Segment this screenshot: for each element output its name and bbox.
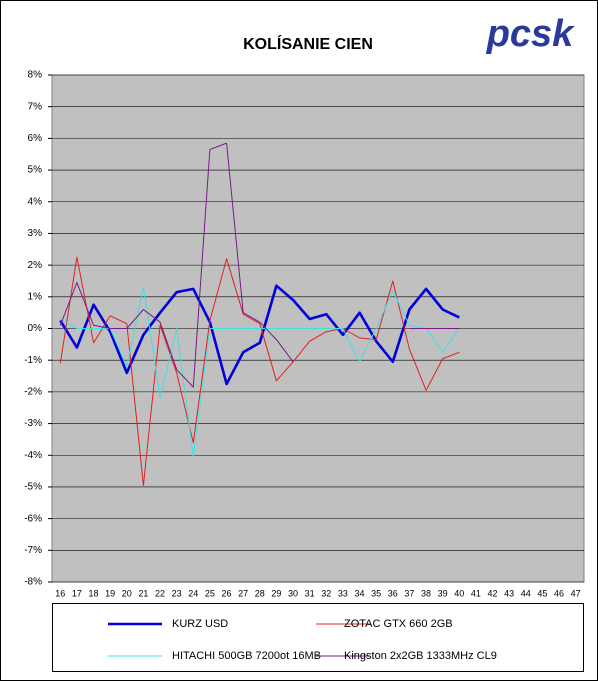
y-tick-label: 1% [28, 291, 43, 302]
x-tick-label: 22 [155, 588, 165, 598]
x-tick-label: 36 [388, 588, 398, 598]
x-tick-label: 16 [55, 588, 65, 598]
x-tick-label: 17 [72, 588, 82, 598]
x-tick-label: 31 [305, 588, 315, 598]
x-tick-label: 44 [521, 588, 531, 598]
x-tick-label: 33 [338, 588, 348, 598]
y-tick-label: 6% [28, 133, 43, 144]
y-tick-label: -2% [24, 387, 42, 398]
y-tick-label: -8% [24, 577, 42, 588]
x-tick-label: 35 [371, 588, 381, 598]
y-tick-label: 2% [28, 260, 43, 271]
x-tick-label: 47 [571, 588, 581, 598]
series-line [59, 256, 460, 486]
legend-label: ZOTAC GTX 660 2GB [344, 618, 453, 630]
y-tick-label: -3% [24, 418, 42, 429]
series-line [59, 142, 460, 388]
legend-label: HITACHI 500GB 7200ot 16MB [172, 650, 321, 662]
x-tick-label: 30 [288, 588, 298, 598]
x-tick-label: 40 [454, 588, 464, 598]
y-tick-label: 8% [28, 70, 43, 81]
x-tick-label: 43 [504, 588, 514, 598]
x-tick-label: 37 [404, 588, 414, 598]
series-line [60, 286, 460, 458]
y-tick-label: -5% [24, 482, 42, 493]
chart-title: KOLÍSANIE CIEN [243, 34, 373, 53]
y-tick-label: 5% [28, 165, 43, 176]
legend-box [52, 603, 584, 672]
x-tick-label: 28 [255, 588, 265, 598]
x-tick-label: 42 [488, 588, 498, 598]
x-tick-label: 21 [138, 588, 148, 598]
y-tick-label: -1% [24, 355, 42, 366]
x-tick-label: 41 [471, 588, 481, 598]
x-tick-label: 45 [537, 588, 547, 598]
legend-label: KURZ USD [172, 618, 228, 630]
y-tick-label: -4% [24, 450, 42, 461]
x-tick-label: 46 [554, 588, 564, 598]
y-tick-label: 7% [28, 101, 43, 112]
legend-label: Kingston 2x2GB 1333MHz CL9 [344, 650, 497, 662]
y-tick-label: -7% [24, 545, 42, 556]
y-tick-label: 4% [28, 196, 43, 207]
x-tick-label: 26 [222, 588, 232, 598]
x-tick-label: 24 [188, 588, 198, 598]
x-tick-label: 18 [89, 588, 99, 598]
x-tick-label: 19 [105, 588, 115, 598]
y-tick-label: 0% [28, 323, 43, 334]
logo: pcsk [486, 13, 575, 55]
x-tick-label: 32 [321, 588, 331, 598]
x-tick-label: 29 [271, 588, 281, 598]
y-tick-label: 3% [28, 228, 43, 239]
x-tick-label: 25 [205, 588, 215, 598]
y-tick-label: -6% [24, 513, 42, 524]
x-tick-label: 38 [421, 588, 431, 598]
x-tick-label: 20 [122, 588, 132, 598]
series-line [59, 284, 460, 386]
x-tick-label: 34 [355, 588, 365, 598]
x-tick-label: 23 [172, 588, 182, 598]
x-tick-label: 39 [438, 588, 448, 598]
x-tick-label: 27 [238, 588, 248, 598]
